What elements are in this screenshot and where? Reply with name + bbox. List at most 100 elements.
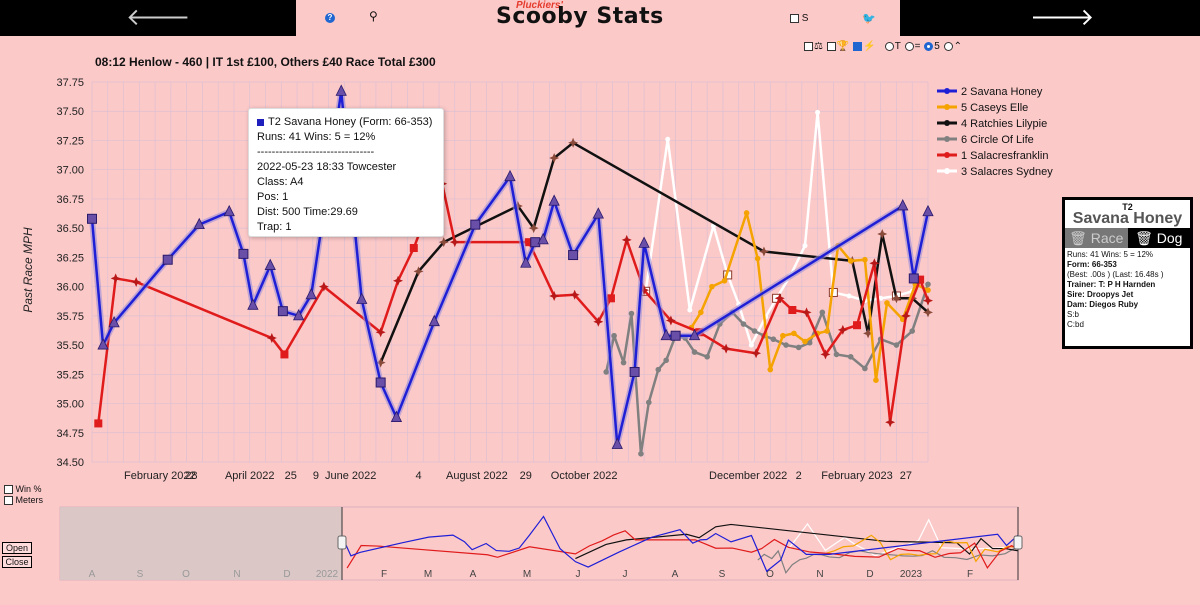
radio-5[interactable] xyxy=(924,41,934,51)
data-point[interactable] xyxy=(806,339,813,346)
close-button[interactable]: Close xyxy=(2,556,32,568)
data-point[interactable] xyxy=(409,244,418,253)
data-point[interactable] xyxy=(131,276,142,287)
data-point[interactable] xyxy=(504,169,516,182)
data-point[interactable] xyxy=(335,84,347,96)
data-point[interactable] xyxy=(925,287,931,293)
data-point[interactable] xyxy=(413,266,424,277)
option-checkbox-1[interactable] xyxy=(804,41,813,51)
data-point[interactable] xyxy=(916,275,925,284)
data-point[interactable] xyxy=(375,377,386,388)
data-point[interactable] xyxy=(629,366,640,377)
data-point[interactable] xyxy=(638,451,644,457)
data-point[interactable] xyxy=(847,258,854,264)
data-point[interactable] xyxy=(520,256,532,268)
data-point[interactable] xyxy=(593,316,604,327)
data-point[interactable] xyxy=(846,293,852,299)
data-point[interactable] xyxy=(375,357,386,368)
data-point[interactable] xyxy=(663,357,669,364)
data-point[interactable] xyxy=(603,369,610,375)
data-point[interactable] xyxy=(162,254,173,265)
legend-item[interactable]: 4 Ratchies Lilypie xyxy=(961,118,1047,130)
radio-eq[interactable] xyxy=(904,41,914,51)
key-icon[interactable]: ⚲ xyxy=(369,9,378,23)
data-point[interactable] xyxy=(266,333,277,344)
data-point[interactable] xyxy=(530,237,541,248)
data-point[interactable] xyxy=(721,277,728,284)
help-icon[interactable]: ? xyxy=(325,13,335,23)
data-point[interactable] xyxy=(878,295,884,301)
radio-t[interactable] xyxy=(884,41,894,51)
data-point[interactable] xyxy=(743,210,750,216)
radio-up[interactable] xyxy=(943,41,953,51)
legend-item[interactable]: 6 Circle Of Life xyxy=(961,134,1034,146)
data-point[interactable] xyxy=(802,243,808,249)
data-point[interactable] xyxy=(751,348,762,359)
data-point[interactable] xyxy=(549,290,560,301)
data-point[interactable] xyxy=(893,342,900,348)
data-point[interactable] xyxy=(900,310,911,321)
data-point[interactable] xyxy=(305,287,317,300)
data-point[interactable] xyxy=(620,359,627,366)
data-point[interactable] xyxy=(923,295,933,306)
data-point[interactable] xyxy=(709,283,715,290)
data-point[interactable] xyxy=(375,327,386,338)
option-checkbox-3[interactable] xyxy=(852,41,862,51)
data-point[interactable] xyxy=(770,336,777,343)
data-point[interactable] xyxy=(428,314,440,327)
data-point[interactable] xyxy=(862,256,868,263)
data-point[interactable] xyxy=(193,217,205,230)
data-point[interactable] xyxy=(87,213,97,224)
data-point[interactable] xyxy=(548,194,560,206)
data-point[interactable] xyxy=(801,307,812,318)
data-point[interactable] xyxy=(704,353,710,360)
data-point[interactable] xyxy=(356,292,368,304)
data-point[interactable] xyxy=(628,310,635,317)
open-button[interactable]: Open xyxy=(2,542,32,554)
data-point[interactable] xyxy=(820,349,831,360)
data-point[interactable] xyxy=(908,273,919,284)
data-point[interactable] xyxy=(277,306,288,317)
data-point[interactable] xyxy=(863,328,874,339)
data-point[interactable] xyxy=(788,306,797,314)
data-point[interactable] xyxy=(94,419,103,428)
data-point[interactable] xyxy=(97,338,109,350)
data-point[interactable] xyxy=(238,248,249,259)
data-point[interactable] xyxy=(740,321,747,327)
race-button[interactable]: 🗑 Race xyxy=(1065,228,1128,248)
data-point[interactable] xyxy=(438,237,449,248)
data-point[interactable] xyxy=(891,293,902,304)
data-point[interactable] xyxy=(754,255,761,262)
data-point[interactable] xyxy=(824,328,830,334)
s-toggle[interactable]: S xyxy=(790,13,808,24)
navigator-right-handle[interactable] xyxy=(1013,535,1023,550)
data-point[interactable] xyxy=(470,219,481,230)
data-point[interactable] xyxy=(884,300,890,306)
data-point[interactable] xyxy=(638,236,650,248)
data-point[interactable] xyxy=(688,328,701,341)
data-point[interactable] xyxy=(568,137,579,148)
data-point[interactable] xyxy=(791,330,797,337)
data-point[interactable] xyxy=(110,273,121,284)
legend-item[interactable]: 2 Savana Honey xyxy=(961,86,1043,98)
data-point[interactable] xyxy=(247,298,259,310)
data-point[interactable] xyxy=(660,328,672,341)
data-point[interactable] xyxy=(853,321,862,330)
data-point[interactable] xyxy=(390,410,403,422)
data-point[interactable] xyxy=(611,437,623,449)
data-point[interactable] xyxy=(925,281,931,288)
data-point[interactable] xyxy=(795,344,802,351)
data-point[interactable] xyxy=(691,349,698,355)
data-point[interactable] xyxy=(815,109,821,115)
navigator[interactable]: A S O N D 2022 F M A M J J A S O N D 2023 F xyxy=(59,506,1023,581)
data-point[interactable] xyxy=(611,332,617,339)
data-point[interactable] xyxy=(922,204,934,217)
data-point[interactable] xyxy=(569,289,580,300)
data-point[interactable] xyxy=(223,204,235,217)
option-checkbox-2[interactable] xyxy=(826,41,836,51)
data-point[interactable] xyxy=(665,136,671,142)
data-point[interactable] xyxy=(837,324,848,335)
meters-checkbox[interactable] xyxy=(4,496,13,506)
s-checkbox[interactable] xyxy=(790,13,799,23)
data-point[interactable] xyxy=(264,258,276,270)
